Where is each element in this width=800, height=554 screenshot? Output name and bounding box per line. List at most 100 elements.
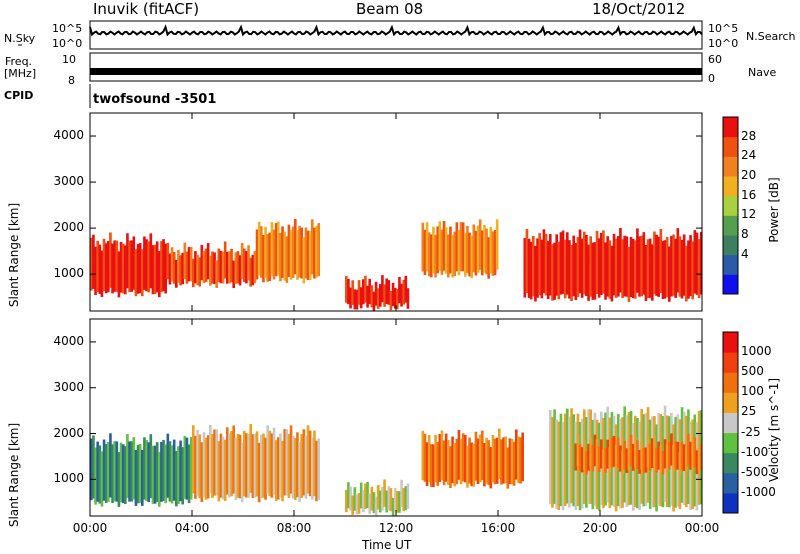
velocity-colorbar-tick-label: 500 — [741, 364, 764, 379]
velocity-band-3-cell — [476, 438, 480, 485]
freq-label: Freq. — [5, 55, 33, 68]
power-band-5-cell — [699, 231, 703, 295]
power-colorbar-tick-label: 8 — [741, 227, 749, 241]
velocity-band-5-cell — [668, 441, 671, 470]
power-band-4-cell — [493, 230, 497, 276]
power-band-5-cell — [523, 238, 527, 298]
velocity-band-3-cell — [510, 438, 514, 485]
beam-title: Beam 08 — [356, 0, 424, 18]
velocity-band-0-cell — [102, 439, 106, 501]
velocity-band-3-cell — [508, 438, 512, 485]
velocity-band-1-cell — [279, 433, 282, 498]
power-band-1-cell — [177, 249, 180, 283]
velocity-colorbar-segment — [723, 432, 738, 454]
power-band-5-cell — [557, 241, 561, 300]
power-band-5-cell — [587, 244, 590, 301]
power-band-5-cell — [568, 240, 571, 299]
power-colorbar-tick-label: 20 — [741, 168, 757, 182]
velocity-colorbar-segment — [723, 412, 738, 434]
velocity-colorbar-tick-label: -500 — [741, 464, 769, 479]
power-band-2-cell — [255, 229, 259, 280]
velocity-colorbar-tick-label: 25 — [741, 404, 757, 419]
nsearch-label: N.Search — [746, 30, 796, 43]
power-band-2-cell — [264, 226, 267, 279]
power-band-1-cell — [209, 255, 212, 286]
power-band-4-cell — [485, 228, 488, 275]
power-band-1-cell — [234, 252, 238, 284]
velocity-band-0-cell — [177, 446, 180, 504]
power-band-4-cell — [442, 221, 446, 271]
velocity-band-1-cell — [247, 433, 250, 498]
velocity-band-3-cell — [436, 441, 439, 486]
velocity-band-0-cell — [109, 433, 112, 498]
power-colorbar-tick-label: 4 — [741, 246, 749, 261]
velocity-band-2-cell — [389, 488, 393, 512]
velocity-band-1-cell — [281, 440, 284, 502]
velocity-band-4-cell — [553, 409, 556, 504]
x-tick-label: 20:00 — [582, 521, 618, 535]
velocity-band-4-cell — [570, 408, 573, 504]
velocity-band-5-cell — [580, 447, 584, 473]
power-band-4-cell — [466, 225, 469, 274]
freq-tick-high: 10 — [62, 53, 76, 66]
power-band-5-cell — [621, 239, 624, 299]
velocity-band-1-cell — [209, 425, 212, 494]
velocity-band-1-cell — [230, 430, 233, 497]
velocity-band-5-cell — [693, 437, 697, 468]
power-band-0-cell — [138, 243, 142, 294]
power-band-1-cell — [211, 251, 214, 284]
power-band-5-cell — [642, 232, 646, 295]
power-band-1-cell — [192, 258, 195, 288]
power-band-1-cell — [168, 253, 172, 285]
velocity-band-5-cell — [687, 433, 690, 466]
power-band-0-cell — [113, 240, 116, 292]
power-band-5-cell — [651, 244, 654, 301]
velocity-band-0-cell — [141, 449, 144, 506]
velocity-band-5-cell — [593, 434, 597, 467]
power-band-5-cell — [619, 227, 622, 293]
power-band-5-cell — [538, 233, 541, 296]
velocity-band-1-cell — [219, 433, 223, 498]
power-colorbar-tick-label: 16 — [741, 187, 757, 202]
power-band-1-cell — [219, 250, 223, 284]
velocity-band-1-cell — [287, 434, 291, 498]
power-band-3-cell — [359, 287, 363, 309]
nsky-tick-high: 10^5 — [52, 22, 83, 35]
power-band-5-cell — [655, 234, 658, 296]
power-band-5-cell — [597, 238, 601, 298]
power-colorbar-segment — [723, 176, 738, 197]
power-band-3-cell — [355, 289, 359, 310]
power-band-2-cell — [274, 223, 278, 277]
velocity-band-0-cell — [98, 445, 102, 504]
x-tick-label: 16:00 — [480, 521, 516, 535]
power-band-4-cell — [451, 234, 454, 278]
power-band-4-cell — [430, 234, 433, 278]
velocity-band-1-cell — [313, 430, 316, 497]
velocity-band-2-cell — [359, 482, 363, 509]
power-band-5-cell — [583, 231, 586, 295]
power-band-2-cell — [287, 224, 291, 278]
velocity-band-2-cell — [400, 479, 403, 508]
velocity-band-0-cell — [136, 444, 140, 504]
power-band-5-cell — [685, 245, 688, 302]
power-band-5-cell — [674, 238, 677, 298]
power-band-3-cell — [404, 275, 408, 303]
power-band-5-cell — [525, 228, 529, 293]
velocity-band-5-cell — [638, 450, 641, 474]
velocity-band-4-cell — [559, 413, 563, 507]
power-band-0-cell — [145, 239, 148, 292]
velocity-band-2-cell — [396, 491, 399, 513]
power-band-0-cell — [155, 241, 159, 293]
power-band-3-cell — [349, 287, 352, 309]
power-band-5-cell — [638, 236, 641, 297]
velocity-band-0-cell — [121, 444, 125, 504]
power-colorbar-label: Power [dB] — [767, 177, 781, 243]
velocity-band-1-cell — [283, 429, 286, 496]
power-band-2-cell — [279, 232, 282, 282]
power-band-5-cell — [540, 239, 544, 299]
power-band-5-cell — [553, 242, 556, 300]
power-band-0-cell — [102, 238, 106, 291]
velocity-colorbar-segment — [723, 492, 738, 514]
velocity-band-5-cell — [604, 448, 607, 473]
power-band-5-cell — [689, 235, 692, 297]
